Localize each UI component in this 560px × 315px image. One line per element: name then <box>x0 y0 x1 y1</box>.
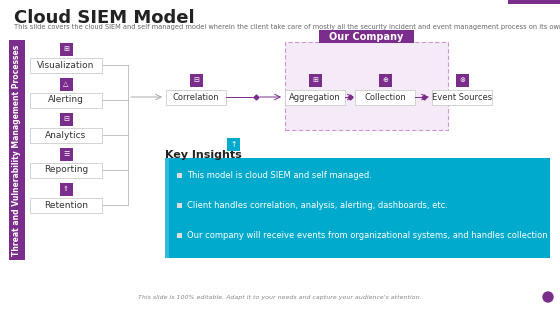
FancyBboxPatch shape <box>285 89 345 105</box>
FancyBboxPatch shape <box>177 173 182 178</box>
FancyBboxPatch shape <box>227 138 240 151</box>
FancyBboxPatch shape <box>177 203 182 208</box>
FancyBboxPatch shape <box>59 77 72 90</box>
Text: △: △ <box>63 81 69 87</box>
Text: Correlation: Correlation <box>172 93 220 101</box>
Text: ⊞: ⊞ <box>312 77 318 83</box>
FancyBboxPatch shape <box>379 73 391 87</box>
Text: Threat and Vulnerability Management Processes: Threat and Vulnerability Management Proc… <box>12 44 21 256</box>
Text: Our company will receive events from organizational systems, and handles collect: Our company will receive events from org… <box>187 231 560 239</box>
FancyBboxPatch shape <box>165 158 169 258</box>
FancyBboxPatch shape <box>59 182 72 196</box>
FancyBboxPatch shape <box>166 89 226 105</box>
Text: ⇑: ⇑ <box>63 186 69 192</box>
Text: This slide is 100% editable. Adapt it to your needs and capture your audience's : This slide is 100% editable. Adapt it to… <box>138 295 422 300</box>
FancyBboxPatch shape <box>30 163 102 177</box>
FancyBboxPatch shape <box>30 93 102 107</box>
Text: Analytics: Analytics <box>45 130 87 140</box>
Text: Our Company: Our Company <box>329 32 404 42</box>
FancyBboxPatch shape <box>177 233 182 238</box>
FancyBboxPatch shape <box>30 58 102 72</box>
Text: ⊞: ⊞ <box>63 46 69 52</box>
FancyBboxPatch shape <box>59 43 72 55</box>
Text: This model is cloud SIEM and self managed.: This model is cloud SIEM and self manage… <box>187 170 372 180</box>
FancyBboxPatch shape <box>285 42 448 130</box>
FancyBboxPatch shape <box>59 147 72 161</box>
Text: Alerting: Alerting <box>48 95 84 105</box>
FancyBboxPatch shape <box>508 0 560 4</box>
Text: Visualization: Visualization <box>38 60 95 70</box>
Text: Aggregation: Aggregation <box>289 93 341 101</box>
FancyBboxPatch shape <box>59 112 72 125</box>
Text: ☰: ☰ <box>63 151 69 157</box>
FancyBboxPatch shape <box>355 89 415 105</box>
Text: ⊟: ⊟ <box>193 77 199 83</box>
Text: Client handles correlation, analysis, alerting, dashboards, etc.: Client handles correlation, analysis, al… <box>187 201 448 209</box>
FancyBboxPatch shape <box>455 73 469 87</box>
Text: ⊟: ⊟ <box>63 116 69 122</box>
FancyBboxPatch shape <box>189 73 203 87</box>
Text: Reporting: Reporting <box>44 165 88 175</box>
Text: ⊕: ⊕ <box>382 77 388 83</box>
Circle shape <box>543 292 553 302</box>
FancyBboxPatch shape <box>9 40 25 260</box>
Text: This slide covers the cloud SIEM and self managed model wherein the client take : This slide covers the cloud SIEM and sel… <box>14 24 560 30</box>
Text: Key Insights: Key Insights <box>165 150 242 160</box>
FancyBboxPatch shape <box>30 128 102 142</box>
Text: Cloud SIEM Model: Cloud SIEM Model <box>14 9 195 27</box>
Text: Event Sources: Event Sources <box>432 93 492 101</box>
FancyBboxPatch shape <box>309 73 321 87</box>
Text: Retention: Retention <box>44 201 88 209</box>
Text: Collection: Collection <box>364 93 406 101</box>
FancyBboxPatch shape <box>432 89 492 105</box>
FancyBboxPatch shape <box>319 30 414 43</box>
FancyBboxPatch shape <box>165 158 550 258</box>
Text: ↑: ↑ <box>230 140 237 149</box>
FancyBboxPatch shape <box>30 198 102 213</box>
Text: ⊗: ⊗ <box>459 77 465 83</box>
